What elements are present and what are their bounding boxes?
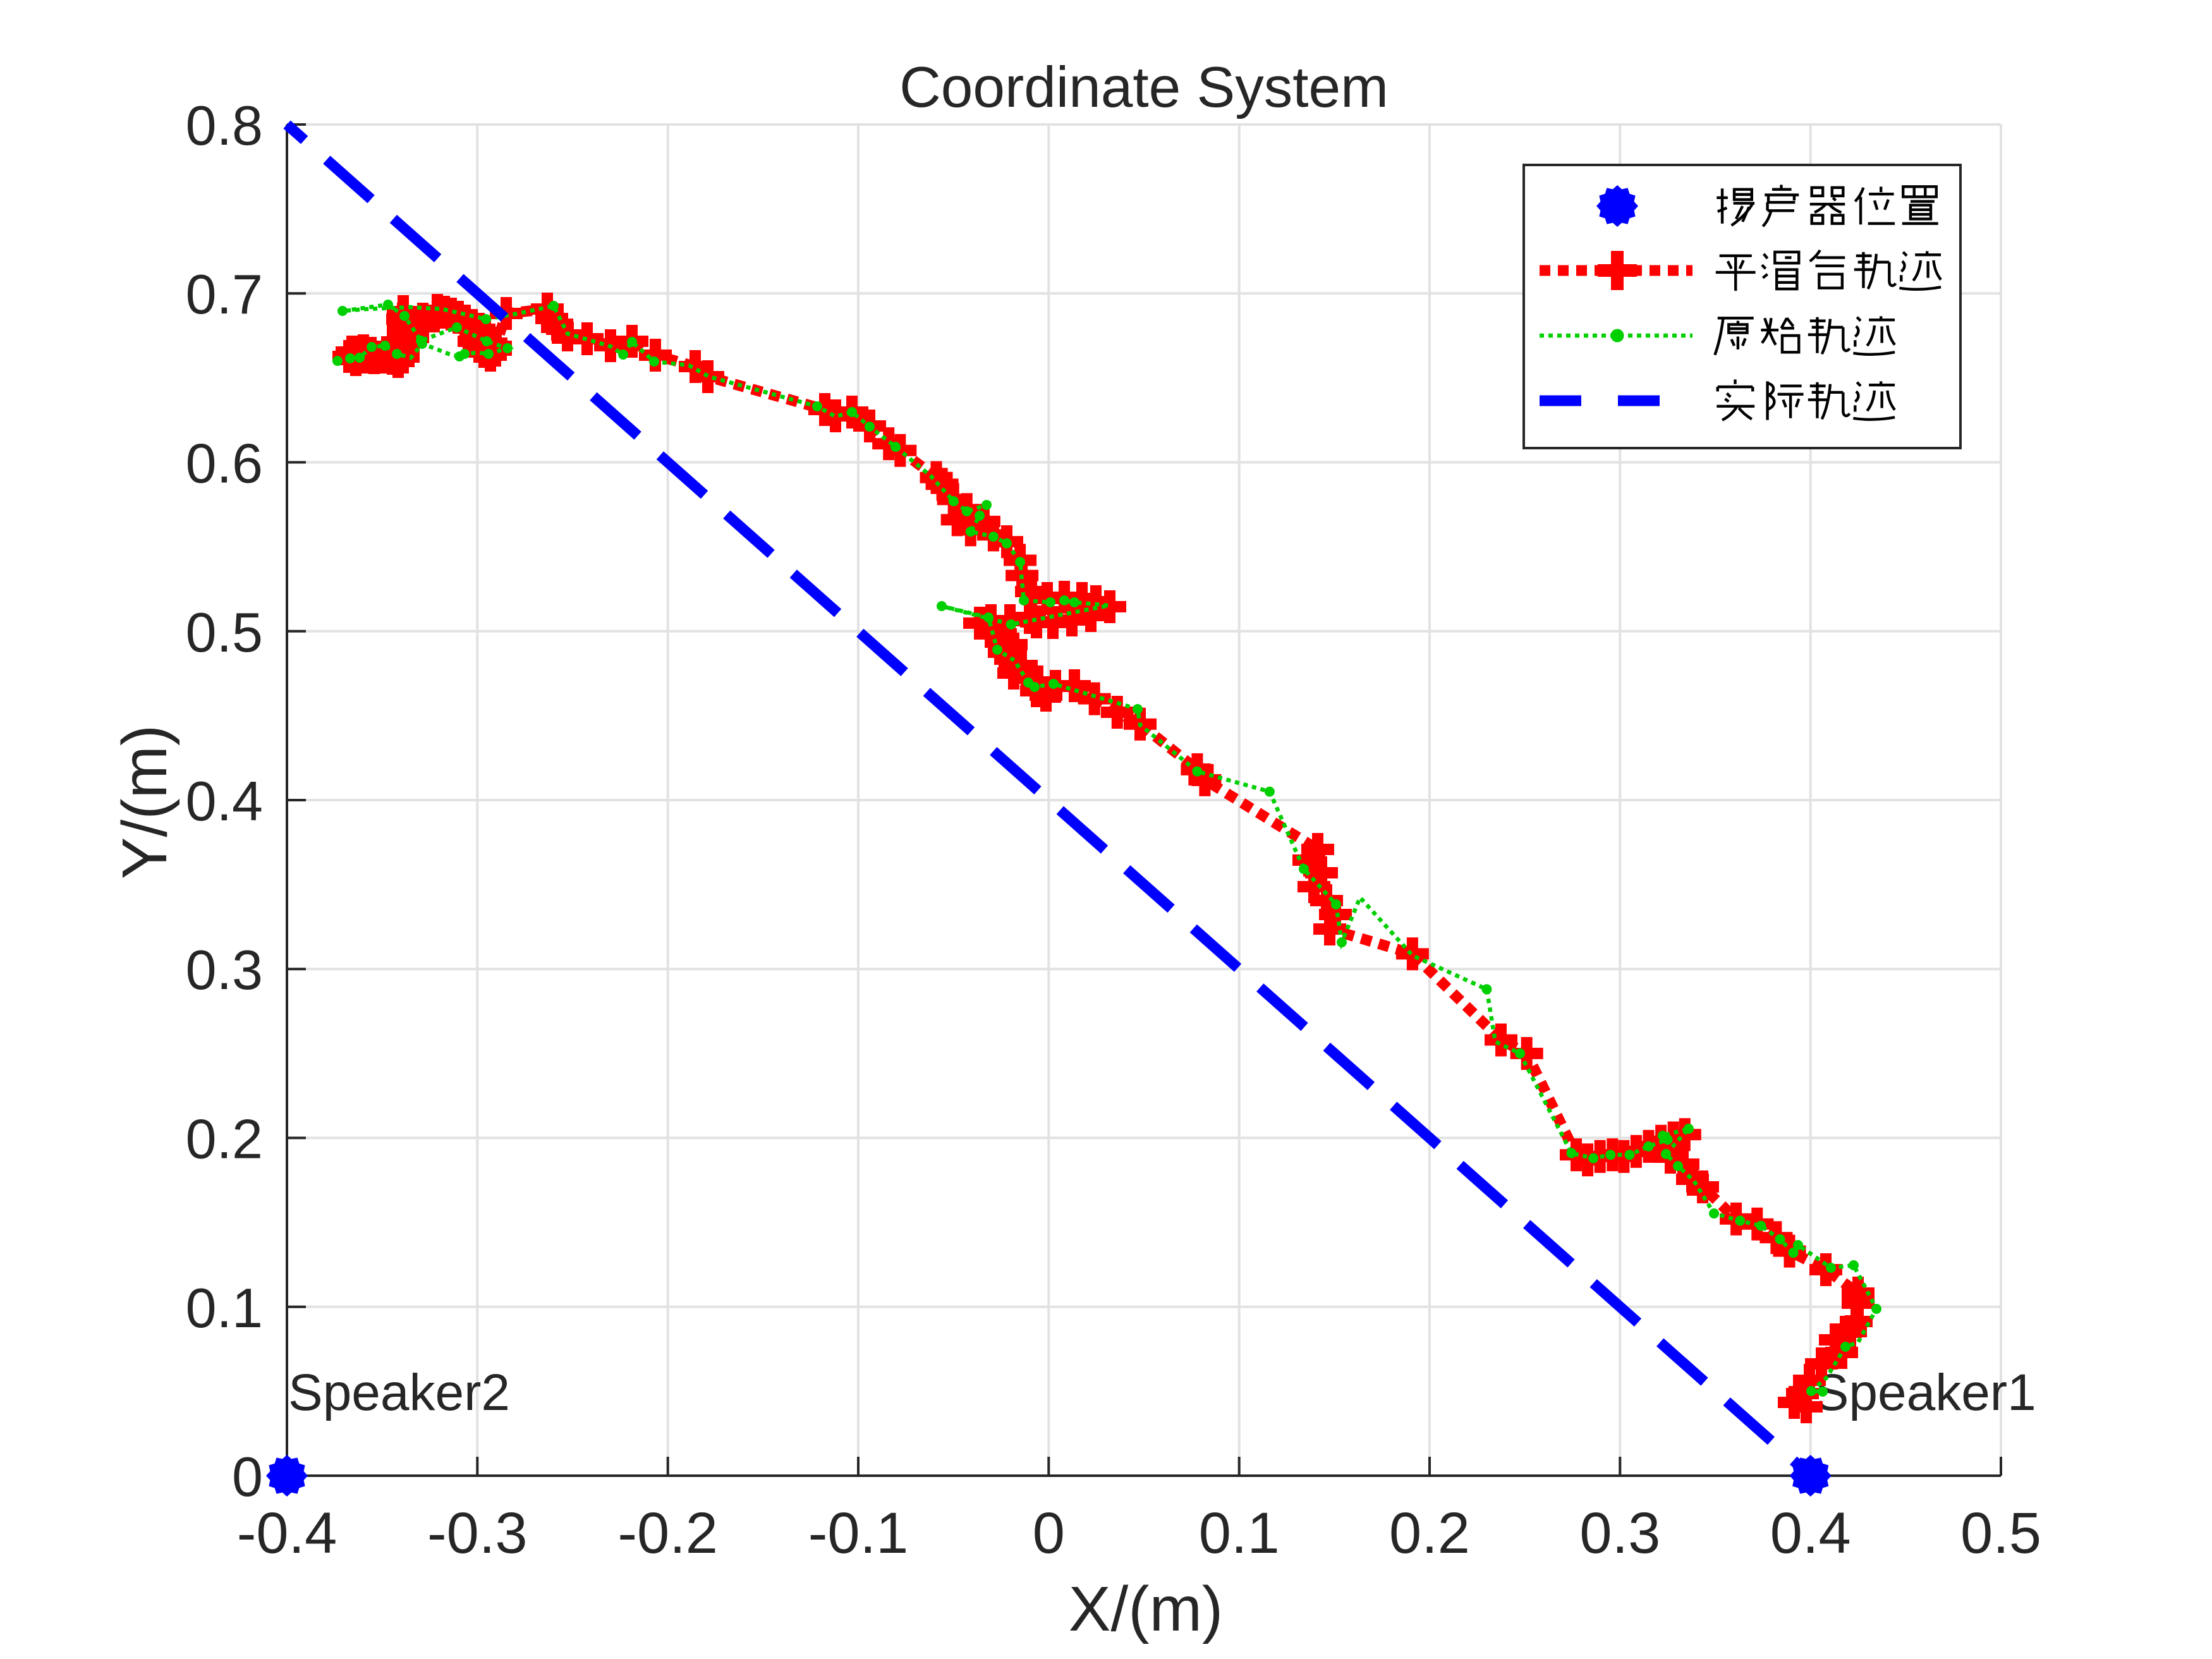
svg-text:0.2: 0.2 xyxy=(186,1108,263,1170)
svg-text:0.8: 0.8 xyxy=(186,94,263,157)
svg-text:-0.1: -0.1 xyxy=(808,1501,909,1565)
svg-text:0.3: 0.3 xyxy=(1579,1501,1660,1565)
svg-text:0.1: 0.1 xyxy=(186,1277,263,1339)
svg-text:0.5: 0.5 xyxy=(1960,1501,2041,1565)
svg-text:Y/(m): Y/(m) xyxy=(109,725,180,879)
svg-text:0.7: 0.7 xyxy=(186,263,263,325)
svg-text:-0.4: -0.4 xyxy=(237,1501,337,1565)
svg-text:0.4: 0.4 xyxy=(186,770,263,832)
svg-text:0.1: 0.1 xyxy=(1199,1501,1280,1565)
svg-text:0.2: 0.2 xyxy=(1389,1501,1470,1565)
svg-text:Coordinate System: Coordinate System xyxy=(899,56,1389,119)
svg-text:0.3: 0.3 xyxy=(186,939,263,1001)
svg-text:0.5: 0.5 xyxy=(186,601,263,664)
svg-text:Speaker2: Speaker2 xyxy=(288,1364,510,1421)
svg-text:X/(m): X/(m) xyxy=(1069,1574,1223,1644)
svg-text:0.4: 0.4 xyxy=(1770,1501,1851,1565)
svg-text:-0.3: -0.3 xyxy=(427,1501,528,1565)
svg-text:0: 0 xyxy=(1033,1501,1065,1565)
svg-text:-0.2: -0.2 xyxy=(617,1501,718,1565)
svg-text:0.6: 0.6 xyxy=(186,432,263,495)
svg-text:Speaker1: Speaker1 xyxy=(1814,1364,2036,1421)
svg-text:0: 0 xyxy=(232,1445,263,1508)
